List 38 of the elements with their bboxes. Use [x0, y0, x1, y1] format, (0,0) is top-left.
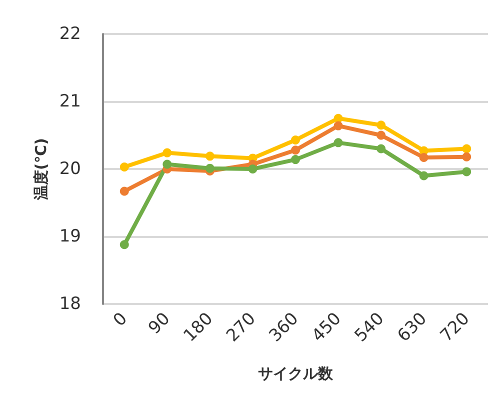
x-tick-label: 360 — [266, 308, 303, 346]
y-tick-label: 18 — [59, 294, 81, 314]
point — [120, 162, 129, 172]
point — [162, 160, 172, 169]
point — [334, 114, 343, 123]
x-tick-label: 450 — [308, 308, 346, 346]
point — [376, 120, 386, 130]
point — [334, 121, 343, 130]
x-tick-label: 90 — [144, 308, 174, 338]
x-tick-label: 270 — [222, 308, 260, 346]
point — [291, 155, 300, 164]
y-axis-title: 温度(℃) — [32, 138, 50, 201]
x-tick-label: 180 — [180, 308, 218, 346]
x-tick-label: 0 — [110, 308, 132, 331]
y-tick-label: 21 — [59, 92, 81, 112]
point — [248, 164, 258, 174]
point — [419, 171, 428, 180]
point — [462, 152, 472, 162]
point — [462, 144, 472, 154]
point — [205, 152, 214, 161]
point — [205, 164, 214, 173]
y-tick-label: 22 — [59, 24, 81, 44]
x-tick-label: 540 — [351, 308, 388, 346]
point — [291, 135, 300, 144]
point — [376, 144, 386, 154]
point — [462, 167, 472, 176]
point — [419, 153, 428, 162]
x-tick-label: 720 — [436, 308, 474, 346]
point — [376, 130, 386, 140]
y-tick-label: 20 — [59, 159, 81, 179]
point — [120, 186, 129, 196]
point — [120, 240, 129, 250]
point — [162, 148, 172, 158]
point — [291, 146, 300, 155]
y-tick-label: 19 — [59, 226, 81, 246]
x-tick-label: 630 — [394, 308, 431, 346]
x-axis-title: サイクル数 — [258, 364, 334, 382]
point — [334, 138, 343, 148]
